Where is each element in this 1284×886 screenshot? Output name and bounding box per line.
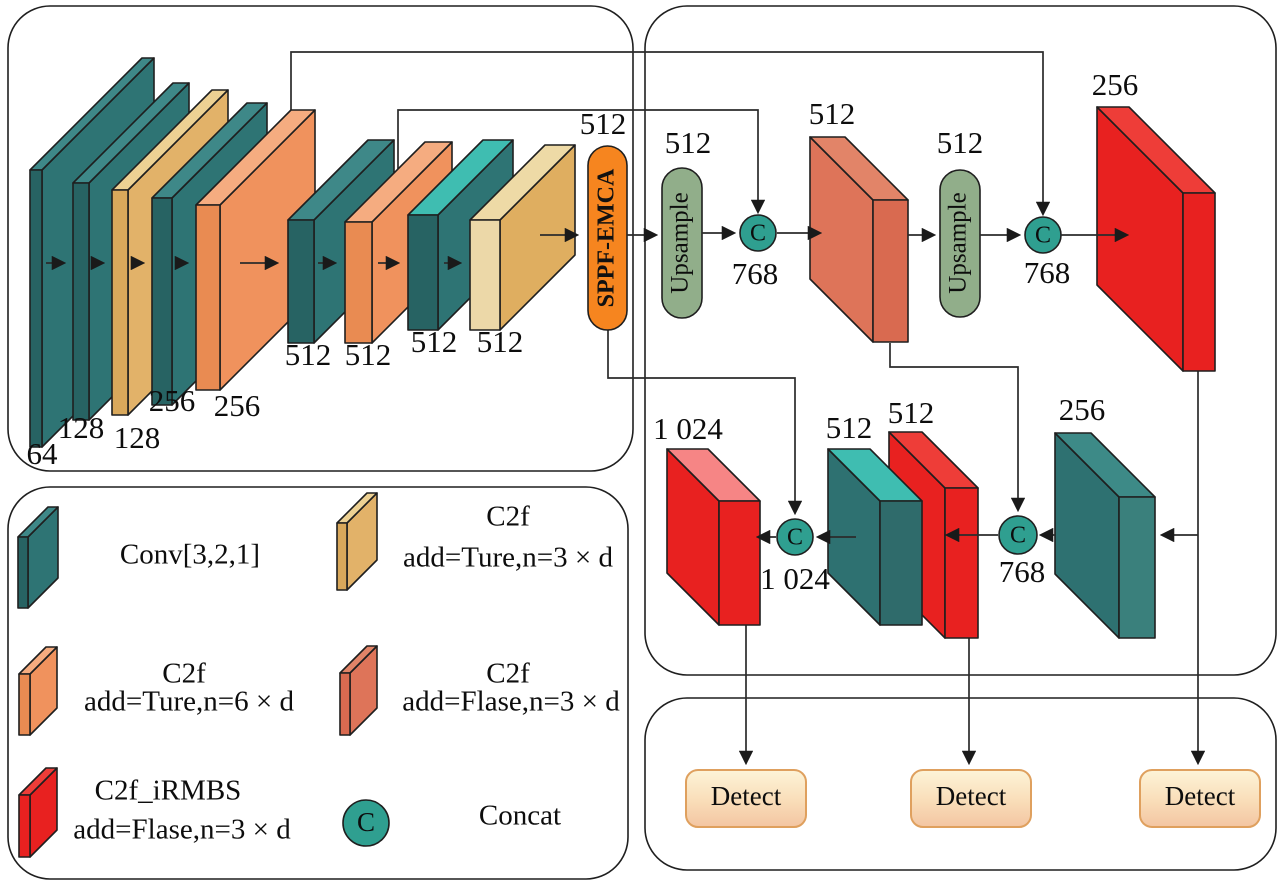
neck-flow-arrows <box>627 225 1198 545</box>
sppf-emca-block <box>587 145 628 331</box>
backbone-label-128b: 128 <box>114 420 161 455</box>
legend-c2f-tan-subtitle: add=Ture,n=3 × d <box>403 542 613 574</box>
backbone-label-128a: 128 <box>58 410 105 445</box>
neck-red1024-slab <box>666 448 761 626</box>
concat4-output-label: 768 <box>999 554 1046 589</box>
detect-box-2 <box>910 769 1032 828</box>
upsample2-channels-label: 512 <box>937 125 984 160</box>
teal256-channels-label: 256 <box>1059 392 1106 427</box>
p4-channels-label: 512 <box>809 96 856 131</box>
c2f2-front-face <box>195 204 221 391</box>
detect-label-3: Detect <box>1165 781 1236 811</box>
c2f3-front-face <box>344 221 373 344</box>
upsample1-block <box>661 167 703 319</box>
legend-c2f-salmon-title: C2f <box>486 658 530 690</box>
red512-channels-label: 512 <box>888 395 935 430</box>
concat3-symbol: C <box>787 525 803 551</box>
legend-c2f-red-title: C2f_iRMBS <box>95 775 242 807</box>
legend-conv-front-face <box>17 536 29 609</box>
legend-c2f-red-swatch <box>18 767 58 858</box>
backbone-flow-arrows <box>46 227 580 271</box>
legend-concat-node <box>342 799 390 847</box>
skip-line-p4-to-concat1 <box>397 109 766 215</box>
legend-tan-front-face <box>336 522 348 591</box>
concat3-node <box>776 518 814 556</box>
legend-c2f-salmon-subtitle: add=Flase,n=3 × d <box>402 686 620 718</box>
legend-orange-front-face <box>18 673 31 736</box>
red1024-front-face <box>718 500 761 626</box>
backbone-label-512b: 512 <box>345 337 392 372</box>
concat4-node <box>998 515 1038 555</box>
conv1-front-face <box>29 169 43 448</box>
legend-concat-symbol: C <box>357 807 375 837</box>
c2f1-front-face <box>111 189 129 416</box>
detect-box-1 <box>685 769 807 828</box>
sppf-emca-label: SPPF-EMCA <box>594 168 620 307</box>
detect-label-2: Detect <box>936 781 1007 811</box>
legend-c2f-red-subtitle: add=Flase,n=3 × d <box>73 814 291 846</box>
p3-front-face <box>1182 192 1216 372</box>
backbone-label-512d: 512 <box>477 324 524 359</box>
detect-label-1: Detect <box>711 781 782 811</box>
conv3-front-face <box>151 197 173 406</box>
upsample1-label: Upsample <box>667 192 694 293</box>
legend-conv-label: Conv[3,2,1] <box>120 539 260 571</box>
conv5-front-face <box>407 214 439 331</box>
upsample1-channels-label: 512 <box>665 125 712 160</box>
route-sppf-to-concat3 <box>607 330 803 516</box>
concat4-symbol: C <box>1010 523 1026 549</box>
legend-panel <box>7 486 629 880</box>
legend-c2f-tan-title: C2f <box>486 501 530 533</box>
backbone-label-256a: 256 <box>149 383 196 418</box>
sppf-channels-label: 512 <box>580 106 627 141</box>
legend-conv-swatch <box>17 506 59 609</box>
concat2-output-label: 768 <box>1024 255 1071 290</box>
concat1-node <box>739 214 777 252</box>
teal512-channels-label: 512 <box>826 410 873 445</box>
upsample2-block <box>939 169 981 318</box>
p3-channels-label: 256 <box>1092 67 1139 102</box>
legend-c2f-orange-swatch <box>18 646 58 736</box>
backbone-label-512a: 512 <box>285 337 332 372</box>
conv4-front-face <box>287 219 315 344</box>
teal512-front-face <box>879 500 923 626</box>
legend-c2f-tan-swatch <box>336 492 378 591</box>
backbone-conv4-slab <box>287 139 395 344</box>
skip-line-p3-to-concat2 <box>290 51 1051 217</box>
red1024-channels-label: 1 024 <box>653 411 723 446</box>
legend-red-front-face <box>18 794 31 858</box>
backbone-label-256b: 256 <box>214 388 261 423</box>
detect-box-3 <box>1139 769 1261 828</box>
neck-teal256-slab <box>1054 432 1156 639</box>
concat1-output-label: 768 <box>732 256 779 291</box>
legend-c2f-orange-subtitle: add=Ture,n=6 × d <box>84 686 294 718</box>
legend-c2f-orange-title: C2f <box>162 658 206 690</box>
legend-concat-label: Concat <box>479 800 561 832</box>
backbone-channel-labels: 64 128 128 256 256 512 512 512 512 <box>27 324 524 471</box>
neck-p4-slab <box>809 136 909 343</box>
backbone-c2f4-slab <box>469 144 576 331</box>
upsample2-label: Upsample <box>945 192 972 293</box>
legend-salmon-front-face <box>339 672 351 736</box>
backbone-label-64: 64 <box>27 436 59 471</box>
backbone-label-512c: 512 <box>411 324 458 359</box>
conv2-front-face <box>72 182 90 421</box>
backbone-c2f2-slab <box>195 109 316 391</box>
concat1-symbol: C <box>750 221 766 247</box>
red512-front-face <box>944 487 979 639</box>
legend-c2f-salmon-swatch <box>339 645 378 736</box>
concat3-output-label: 1 024 <box>760 561 830 596</box>
c2f4-front-face <box>469 219 501 331</box>
neck-p3-slab <box>1096 106 1216 372</box>
p4-front-face <box>872 199 909 343</box>
teal256-front-face <box>1118 496 1156 639</box>
route-p4block-to-concat4 <box>889 343 1026 513</box>
concat2-symbol: C <box>1035 223 1051 249</box>
